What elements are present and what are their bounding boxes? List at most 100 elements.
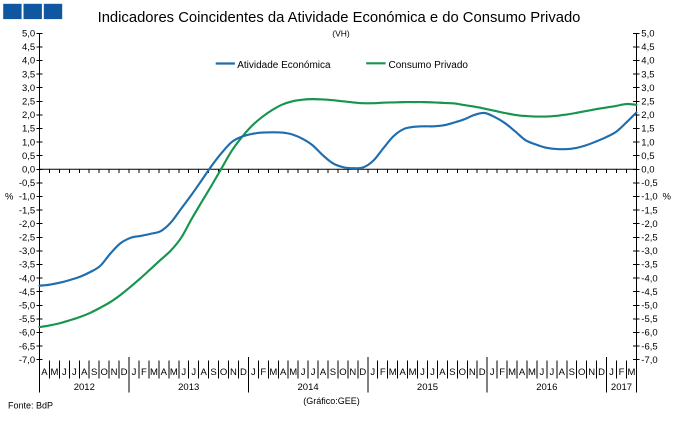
svg-text:D: D <box>359 367 366 378</box>
svg-text:N: N <box>230 367 237 378</box>
svg-text:-6,0: -6,0 <box>19 328 35 339</box>
svg-text:A: A <box>320 367 327 378</box>
svg-text:J: J <box>430 367 435 378</box>
svg-text:-3,0: -3,0 <box>641 246 657 257</box>
svg-text:M: M <box>289 367 297 378</box>
svg-text:J: J <box>191 367 196 378</box>
svg-text:M: M <box>50 367 58 378</box>
svg-text:J: J <box>311 367 316 378</box>
svg-text:-6,5: -6,5 <box>19 341 35 352</box>
svg-text:M: M <box>150 367 158 378</box>
svg-text:A: A <box>200 367 207 378</box>
svg-text:2,5: 2,5 <box>22 97 35 108</box>
svg-text:N: N <box>588 367 595 378</box>
svg-text:A: A <box>280 367 287 378</box>
svg-text:4,5: 4,5 <box>641 42 654 53</box>
svg-text:-4,0: -4,0 <box>641 273 657 284</box>
svg-text:J: J <box>72 367 77 378</box>
svg-text:-2,5: -2,5 <box>641 233 657 244</box>
svg-text:S: S <box>330 367 336 378</box>
svg-text:N: N <box>469 367 476 378</box>
svg-text:S: S <box>91 367 97 378</box>
svg-text:J: J <box>181 367 186 378</box>
svg-text:J: J <box>301 367 306 378</box>
svg-text:M: M <box>389 367 397 378</box>
svg-text:-3,0: -3,0 <box>19 246 35 257</box>
svg-text:S: S <box>210 367 216 378</box>
svg-text:M: M <box>269 367 277 378</box>
svg-text:A: A <box>559 367 566 378</box>
svg-text:O: O <box>339 367 346 378</box>
svg-text:%: % <box>663 192 672 203</box>
svg-text:-3,5: -3,5 <box>19 260 35 271</box>
svg-text:J: J <box>549 367 554 378</box>
svg-text:2,0: 2,0 <box>22 110 35 121</box>
svg-text:-2,0: -2,0 <box>19 219 35 230</box>
svg-text:F: F <box>380 367 386 378</box>
svg-text:4,0: 4,0 <box>22 56 35 67</box>
svg-text:J: J <box>251 367 256 378</box>
svg-text:-2,5: -2,5 <box>19 233 35 244</box>
svg-text:-1,0: -1,0 <box>19 192 35 203</box>
svg-text:-5,0: -5,0 <box>19 301 35 312</box>
svg-text:0,0: 0,0 <box>641 165 654 176</box>
svg-text:Atividade Económica: Atividade Económica <box>237 60 331 71</box>
svg-text:2,5: 2,5 <box>641 97 654 108</box>
svg-text:-6,5: -6,5 <box>641 341 657 352</box>
svg-text:M: M <box>627 367 635 378</box>
svg-text:J: J <box>609 367 614 378</box>
svg-text:J: J <box>540 367 545 378</box>
svg-text:J: J <box>132 367 137 378</box>
svg-text:2016: 2016 <box>536 382 557 393</box>
svg-text:(VH): (VH) <box>332 29 350 39</box>
svg-text:0,0: 0,0 <box>22 165 35 176</box>
svg-text:-4,5: -4,5 <box>641 287 657 298</box>
svg-text:1,0: 1,0 <box>22 137 35 148</box>
svg-text:D: D <box>240 367 247 378</box>
svg-text:O: O <box>220 367 227 378</box>
svg-text:-5,5: -5,5 <box>641 314 657 325</box>
svg-text:(Gráfico:GEE): (Gráfico:GEE) <box>303 396 360 406</box>
svg-text:F: F <box>141 367 147 378</box>
svg-text:M: M <box>409 367 417 378</box>
svg-text:0,5: 0,5 <box>22 151 35 162</box>
svg-text:3,5: 3,5 <box>22 69 35 80</box>
svg-text:5,0: 5,0 <box>22 29 35 40</box>
svg-text:S: S <box>569 367 575 378</box>
svg-text:0,5: 0,5 <box>641 151 654 162</box>
svg-text:J: J <box>490 367 495 378</box>
svg-text:2015: 2015 <box>417 382 438 393</box>
svg-text:2012: 2012 <box>74 382 95 393</box>
svg-text:A: A <box>161 367 168 378</box>
svg-text:M: M <box>528 367 536 378</box>
svg-text:Fonte: BdP: Fonte: BdP <box>8 401 53 411</box>
svg-text:N: N <box>349 367 356 378</box>
svg-text:1,0: 1,0 <box>641 137 654 148</box>
svg-text:-2,0: -2,0 <box>641 219 657 230</box>
svg-text:N: N <box>111 367 118 378</box>
svg-text:A: A <box>41 367 48 378</box>
svg-text:2014: 2014 <box>298 382 319 393</box>
svg-text:2013: 2013 <box>178 382 199 393</box>
svg-text:O: O <box>459 367 466 378</box>
svg-text:F: F <box>499 367 505 378</box>
svg-text:-7,0: -7,0 <box>641 355 657 366</box>
svg-text:1,5: 1,5 <box>641 124 654 135</box>
svg-text:3,5: 3,5 <box>641 69 654 80</box>
svg-text:-4,0: -4,0 <box>19 273 35 284</box>
svg-text:-7,0: -7,0 <box>19 355 35 366</box>
svg-text:J: J <box>420 367 425 378</box>
svg-text:-5,0: -5,0 <box>641 301 657 312</box>
svg-text:Indicadores Coincidentes da At: Indicadores Coincidentes da Atividade Ec… <box>98 10 581 26</box>
svg-text:1,5: 1,5 <box>22 124 35 135</box>
svg-text:F: F <box>619 367 625 378</box>
svg-text:A: A <box>519 367 526 378</box>
svg-text:M: M <box>508 367 516 378</box>
svg-text:A: A <box>399 367 406 378</box>
svg-text:-1,5: -1,5 <box>641 205 657 216</box>
svg-text:5,0: 5,0 <box>641 29 654 40</box>
svg-text:-6,0: -6,0 <box>641 328 657 339</box>
svg-text:-4,5: -4,5 <box>19 287 35 298</box>
svg-text:O: O <box>100 367 107 378</box>
svg-text:O: O <box>578 367 585 378</box>
